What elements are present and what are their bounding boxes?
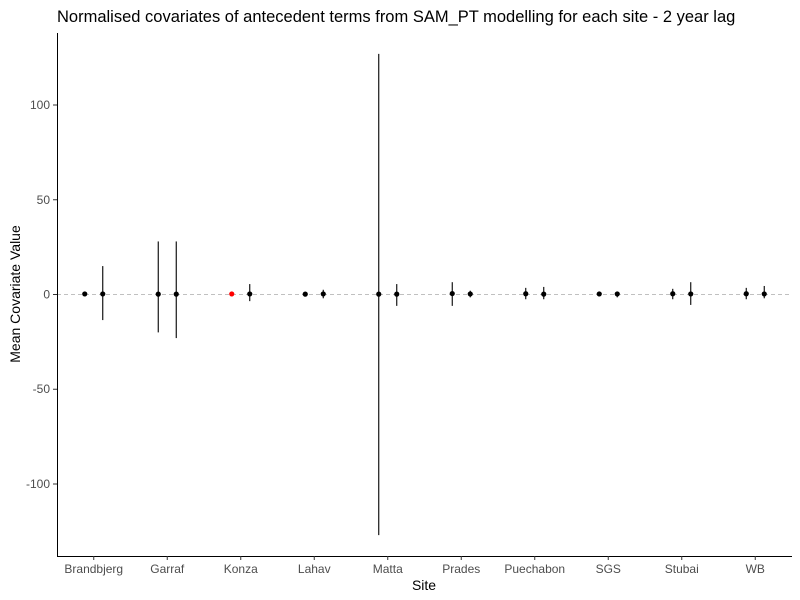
x-tick-label: Garraf	[150, 562, 185, 576]
data-point	[320, 291, 326, 297]
x-axis-ticks: Brandbjerg Garraf Konza Lahav Matta Prades Pue…	[64, 556, 765, 576]
data-point	[541, 291, 547, 297]
data-point	[743, 291, 749, 297]
data-point	[467, 291, 473, 297]
data-point-highlight	[229, 291, 235, 297]
data-point	[688, 291, 694, 297]
data-point	[596, 291, 602, 297]
y-tick-label: 0	[43, 288, 50, 302]
x-tick-label: Brandbjerg	[64, 562, 123, 576]
y-axis-ticks: -100 -50 0 50 100	[26, 98, 57, 491]
y-tick-label: -50	[33, 382, 51, 396]
x-tick-label: Stubai	[665, 562, 699, 576]
y-tick-label: -100	[26, 477, 50, 491]
x-tick-label: SGS	[596, 562, 621, 576]
x-axis-title: Site	[412, 577, 436, 593]
data-point	[449, 290, 455, 297]
x-tick-label: Matta	[373, 562, 403, 576]
x-tick-label: WB	[746, 562, 765, 576]
chart-title: Normalised covariates of antecedent term…	[57, 8, 735, 26]
data-point	[614, 291, 620, 297]
data-point	[523, 291, 529, 297]
x-tick-label: Prades	[442, 562, 480, 576]
y-tick-label: 100	[30, 98, 50, 112]
plot-area	[57, 53, 792, 536]
data-point	[670, 291, 676, 297]
data-point	[100, 291, 106, 297]
x-tick-label: Konza	[224, 562, 258, 576]
y-tick-label: 50	[37, 193, 51, 207]
data-point	[82, 291, 88, 297]
data-point	[173, 291, 179, 297]
data-point	[155, 291, 161, 297]
data-point	[376, 291, 382, 297]
data-point	[247, 291, 253, 297]
y-axis-title: Mean Covariate Value	[7, 225, 23, 363]
data-point	[302, 291, 308, 297]
data-point	[761, 291, 767, 297]
x-tick-label: Puechabon	[504, 562, 565, 576]
x-tick-label: Lahav	[298, 562, 331, 576]
data-point	[394, 291, 400, 297]
